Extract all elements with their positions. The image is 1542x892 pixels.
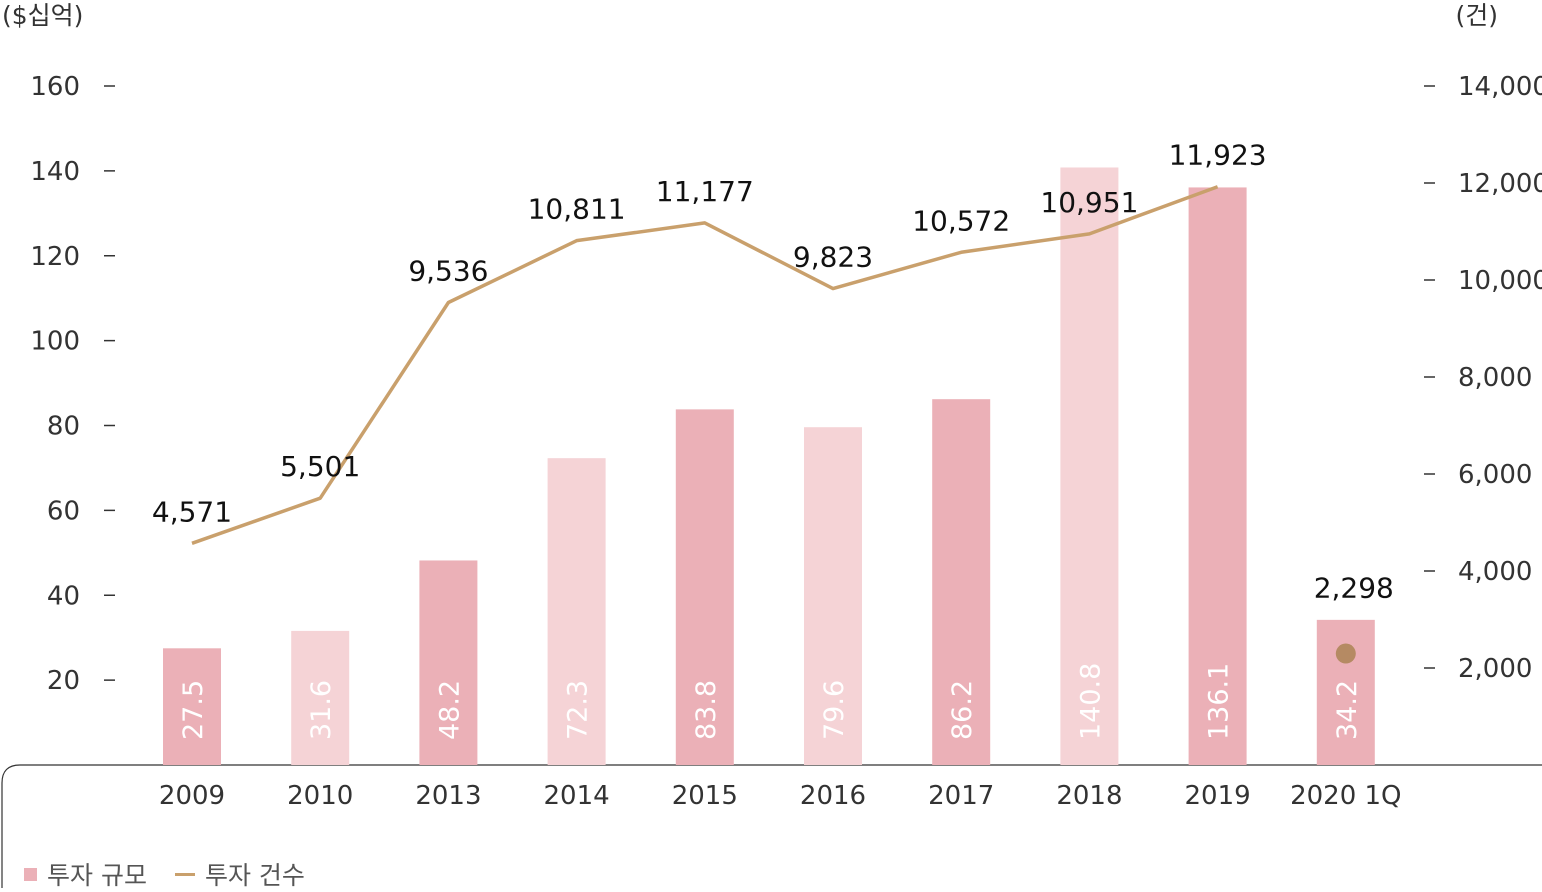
- x-tick-label: 2013: [415, 781, 481, 811]
- x-tick-label: 2014: [544, 781, 610, 811]
- legend: 투자 규모 투자 건수: [24, 856, 333, 892]
- bar: [675, 409, 734, 765]
- line-path: [191, 185, 1219, 545]
- x-axis: 2009 2010 2013 2014 2015 2016 2017 2018 2019 2020…: [159, 781, 1402, 811]
- line-value-label: 10,572: [912, 204, 1010, 237]
- bar-value-label: 31.6: [306, 680, 337, 740]
- left-tick-label: 40: [47, 581, 80, 611]
- bar-value-label: 79.6: [819, 680, 850, 740]
- bar-value-label: 27.5: [178, 680, 209, 740]
- left-tick-label: 20: [47, 666, 80, 696]
- right-tick-label: 6,000: [1458, 460, 1532, 490]
- x-tick-label: 2009: [159, 781, 225, 811]
- bar-value-label: 34.2: [1332, 680, 1363, 740]
- right-tick-label: 14,000: [1458, 72, 1542, 102]
- bar-value-label: 140.8: [1075, 663, 1106, 740]
- line-value-label: 9,536: [408, 255, 488, 288]
- bar-value-label: 48.2: [434, 680, 465, 740]
- x-tick-label: 2018: [1056, 781, 1122, 811]
- right-tick-label: 4,000: [1458, 557, 1532, 587]
- legend-swatch-bar: [24, 867, 37, 881]
- right-axis-unit: (건): [1455, 1, 1498, 30]
- chart-frame: [1, 764, 1542, 888]
- bar-value-label: 83.8: [691, 680, 722, 740]
- left-tick-label: 80: [47, 412, 80, 442]
- line-value-label: 2,298: [1314, 572, 1394, 605]
- bar: [547, 458, 606, 765]
- x-tick-label: 2020 1Q: [1290, 781, 1401, 811]
- bar: [932, 399, 991, 765]
- right-tick-label: 10,000: [1458, 266, 1542, 296]
- line-value-label: 10,811: [528, 193, 626, 226]
- bar: [1188, 187, 1247, 765]
- legend-label-bar: 투자 규모: [47, 861, 147, 890]
- x-tick-label: 2017: [928, 781, 994, 811]
- right-tick-label: 12,000: [1458, 169, 1542, 199]
- x-tick-label: 2016: [800, 781, 866, 811]
- right-tick-label: 8,000: [1458, 363, 1532, 393]
- bars: 27.5 31.6 48.2 72.3 83.8 79.6 86.2 140.8 136.1 34…: [163, 167, 1375, 766]
- x-tick-label: 2015: [672, 781, 738, 811]
- left-axis: ($십억) 20 40 60 80 100 120 140 160: [2, 1, 115, 696]
- bar-value-label: 72.3: [563, 680, 594, 740]
- right-tick-label: 2,000: [1458, 654, 1532, 684]
- bar: [163, 648, 221, 765]
- chart-baseline: [1, 764, 1542, 888]
- bar: [291, 630, 350, 765]
- bar-value-label: 86.2: [947, 680, 978, 740]
- legend-item-line: 투자 건수: [174, 856, 305, 892]
- line-value-label: 9,823: [793, 241, 873, 274]
- left-axis-unit: ($십억): [2, 1, 83, 30]
- legend-item-bar: 투자 규모: [24, 856, 147, 892]
- left-tick-label: 100: [30, 327, 80, 357]
- bar-value-label: 136.1: [1204, 663, 1235, 740]
- line-point: [1335, 643, 1356, 664]
- left-tick-label: 140: [30, 157, 80, 187]
- legend-swatch-line: [174, 872, 195, 876]
- line-value-label: 11,177: [656, 175, 754, 208]
- bar: [419, 560, 478, 765]
- left-tick-label: 120: [30, 242, 80, 272]
- right-axis: (건) 2,000 4,000 6,000 8,000 10,000 12,000 14,00…: [1424, 1, 1542, 684]
- line-value-label: 11,923: [1169, 139, 1267, 172]
- line-value-label: 4,571: [152, 495, 232, 528]
- line-series: 4,571 5,501 9,536 10,811 11,177 9,823 10,572 10…: [152, 139, 1394, 664]
- legend-label-line: 투자 건수: [204, 861, 305, 890]
- x-tick-label: 2010: [287, 781, 353, 811]
- bar: [1060, 167, 1119, 766]
- line-value-label: 10,951: [1040, 186, 1138, 219]
- bar: [804, 427, 862, 765]
- x-tick-label: 2019: [1185, 781, 1251, 811]
- left-tick-label: 60: [47, 496, 80, 526]
- left-tick-label: 160: [30, 72, 80, 102]
- line-value-label: 5,501: [280, 450, 360, 483]
